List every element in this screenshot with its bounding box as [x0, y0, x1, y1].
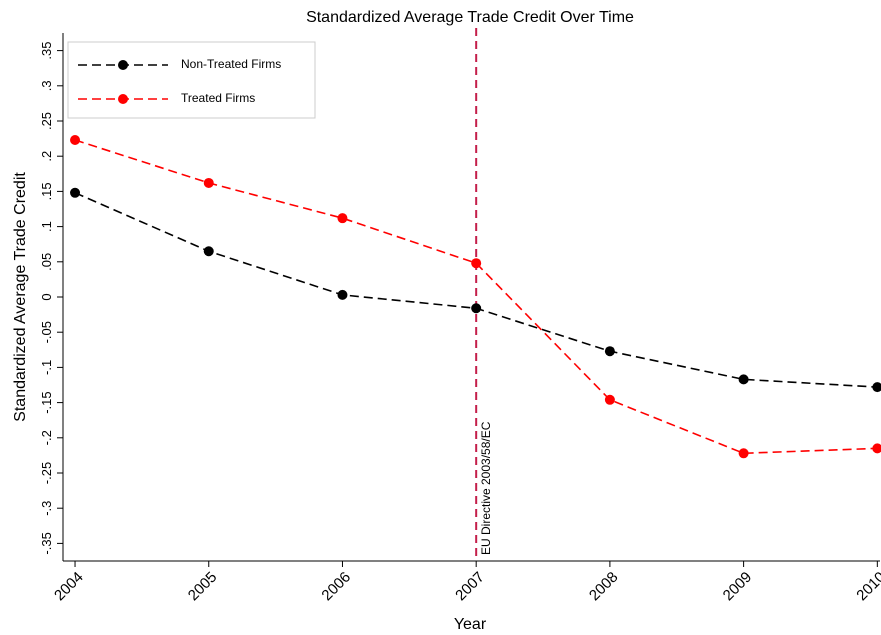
x-tick-label: 2010 — [853, 569, 881, 605]
data-point — [738, 374, 749, 385]
data-point — [337, 289, 348, 300]
data-point — [471, 303, 482, 314]
y-tick-label: -.15 — [39, 391, 54, 413]
x-tick-label: 2008 — [586, 569, 622, 605]
y-tick-label: 0 — [39, 293, 54, 300]
data-point — [872, 443, 881, 454]
legend-box — [67, 41, 316, 119]
y-tick-label: .1 — [39, 221, 54, 232]
data-point — [738, 448, 749, 459]
data-point — [471, 258, 482, 269]
y-axis-label: Standardized Average Trade Credit — [12, 172, 29, 422]
y-tick-label: -.25 — [39, 462, 54, 484]
y-tick-label: .15 — [39, 182, 54, 200]
x-tick-label: 2009 — [720, 569, 756, 605]
legend-marker — [118, 94, 128, 104]
data-point — [203, 246, 214, 257]
x-tick-label: 2007 — [452, 569, 488, 605]
y-tick-label: .35 — [39, 42, 54, 60]
y-tick-label: .05 — [39, 253, 54, 271]
x-tick-label: 2005 — [185, 569, 221, 605]
data-point — [70, 135, 81, 146]
y-tick-label: .2 — [39, 151, 54, 162]
x-tick-label: 2006 — [318, 569, 354, 605]
data-point — [70, 187, 81, 198]
data-point — [337, 213, 348, 224]
y-tick-label: -.05 — [39, 321, 54, 343]
data-point — [203, 177, 214, 188]
annotation: EU Directive 2003/58/EC — [479, 421, 493, 555]
data-point — [604, 394, 615, 405]
legend-label: Non-Treated Firms — [181, 57, 281, 71]
y-tick-label: -.35 — [39, 532, 54, 554]
data-point — [604, 346, 615, 357]
y-tick-label: -.2 — [39, 430, 54, 445]
legend-label: Treated Firms — [181, 91, 255, 105]
data-point — [872, 382, 881, 393]
x-axis-label: Year — [454, 616, 487, 633]
x-tick-label: 2004 — [51, 569, 87, 605]
y-tick-label: .25 — [39, 112, 54, 130]
y-tick-label: -.1 — [39, 360, 54, 375]
legend-marker — [118, 60, 128, 70]
y-tick-label: -.3 — [39, 501, 54, 516]
chart-title: Standardized Average Trade Credit Over T… — [306, 9, 634, 26]
y-tick-label: .3 — [39, 80, 54, 91]
